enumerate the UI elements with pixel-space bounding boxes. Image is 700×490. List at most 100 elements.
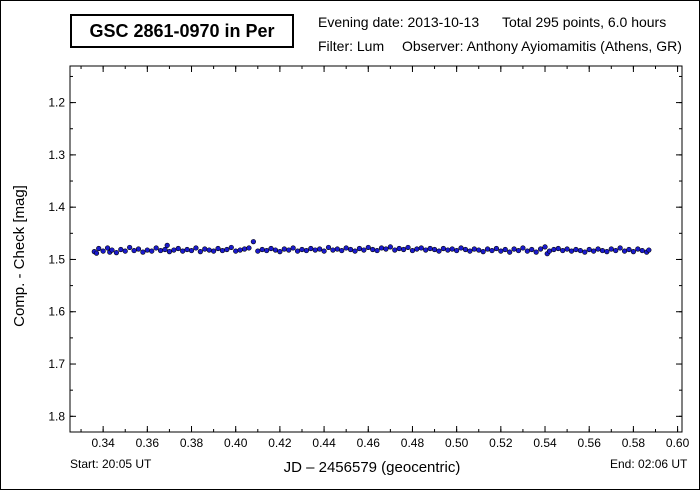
chart-title: GSC 2861-0970 in Per	[70, 14, 294, 48]
data-point	[162, 246, 168, 253]
data-point	[118, 246, 124, 253]
data-point	[604, 249, 610, 255]
data-point	[418, 245, 424, 251]
y-tick-label: 1.8	[48, 409, 65, 423]
data-point	[387, 244, 393, 250]
data-point	[586, 246, 592, 253]
data-point	[308, 245, 314, 252]
data-point	[259, 246, 265, 253]
data-point	[312, 247, 318, 253]
data-point	[378, 245, 385, 251]
data-point	[294, 248, 301, 254]
data-point	[93, 250, 100, 256]
data-point	[370, 246, 376, 253]
data-point	[281, 246, 287, 252]
data-point	[290, 245, 296, 251]
data-point	[498, 248, 504, 254]
data-point	[458, 245, 464, 251]
y-tick-label: 1.5	[48, 252, 65, 266]
data-point	[197, 249, 203, 255]
data-point	[454, 247, 460, 254]
x-axis-label: JD – 2456579 (geocentric)	[284, 459, 461, 476]
x-tick-label: 0.38	[180, 436, 204, 450]
data-point	[339, 247, 345, 254]
data-point	[211, 248, 217, 254]
data-point	[206, 247, 212, 253]
data-point	[409, 247, 416, 254]
data-point	[286, 247, 292, 253]
data-point	[507, 249, 513, 255]
data-point	[401, 246, 407, 253]
end-time: End: 02:06 UT	[610, 457, 688, 471]
data-point	[343, 245, 349, 251]
data-point	[484, 246, 491, 252]
data-point	[423, 247, 429, 253]
data-point	[127, 244, 133, 251]
data-point	[277, 249, 283, 255]
data-point	[639, 247, 645, 254]
data-point	[347, 246, 354, 253]
data-point	[555, 245, 561, 252]
data-point	[440, 245, 446, 252]
data-point	[445, 247, 451, 253]
plot-area	[69, 65, 683, 433]
data-point	[104, 245, 111, 251]
data-point	[396, 245, 402, 252]
data-point	[480, 249, 486, 255]
data-point	[166, 249, 173, 255]
y-tick-label: 1.4	[48, 200, 65, 214]
data-point	[511, 246, 517, 252]
y-axis-label: Comp. - Check [mag]	[11, 185, 28, 327]
data-point	[568, 248, 575, 254]
data-point	[241, 246, 248, 252]
y-tick-label: 1.3	[48, 148, 65, 162]
data-point	[365, 244, 371, 251]
x-tick-label: 0.48	[401, 436, 425, 450]
data-point	[524, 248, 530, 254]
data-point	[100, 248, 106, 254]
data-point	[436, 248, 442, 254]
data-point	[215, 245, 221, 252]
data-point	[635, 246, 641, 252]
x-tick-label: 0.50	[445, 436, 469, 450]
data-point	[626, 246, 632, 253]
data-point	[149, 248, 155, 254]
data-point	[560, 247, 566, 254]
data-point	[489, 247, 495, 254]
data-point	[131, 247, 137, 254]
data-point	[352, 248, 358, 254]
total-points: Total 295 points, 6.0 hours	[502, 14, 667, 30]
data-point	[573, 246, 579, 253]
y-tick-label: 1.2	[48, 96, 65, 110]
data-point	[334, 246, 340, 252]
evening-date: Evening date: 2013-10-13	[318, 14, 480, 30]
data-point	[219, 247, 226, 254]
data-point	[250, 239, 256, 245]
y-tick-label: 1.6	[48, 305, 65, 319]
data-point	[193, 245, 199, 251]
data-point	[608, 246, 614, 252]
axis-ticks: 0.34 0.36 0.38 0.40 0.42 0.44 0.46 0.48 0.50 0.52…	[48, 66, 690, 450]
data-point	[175, 245, 181, 252]
x-tick-label: 0.44	[312, 436, 336, 450]
data-point	[533, 249, 539, 255]
data-point	[233, 248, 239, 254]
data-point	[317, 246, 323, 252]
data-point	[467, 248, 473, 254]
x-tick-label: 0.46	[357, 436, 381, 450]
data-point	[414, 246, 420, 252]
data-point	[303, 247, 310, 254]
data-point	[546, 248, 553, 254]
x-tick-label: 0.52	[489, 436, 513, 450]
data-point	[188, 247, 195, 254]
data-point	[502, 246, 508, 253]
data-point	[542, 244, 548, 250]
data-point	[493, 245, 500, 252]
y-tick-label: 1.7	[48, 357, 65, 371]
observer-label: Observer: Anthony Ayiomamitis (Athens, G…	[402, 38, 682, 54]
data-point	[374, 247, 380, 254]
data-point	[462, 246, 469, 253]
data-point	[171, 247, 177, 253]
data-point	[321, 248, 327, 254]
